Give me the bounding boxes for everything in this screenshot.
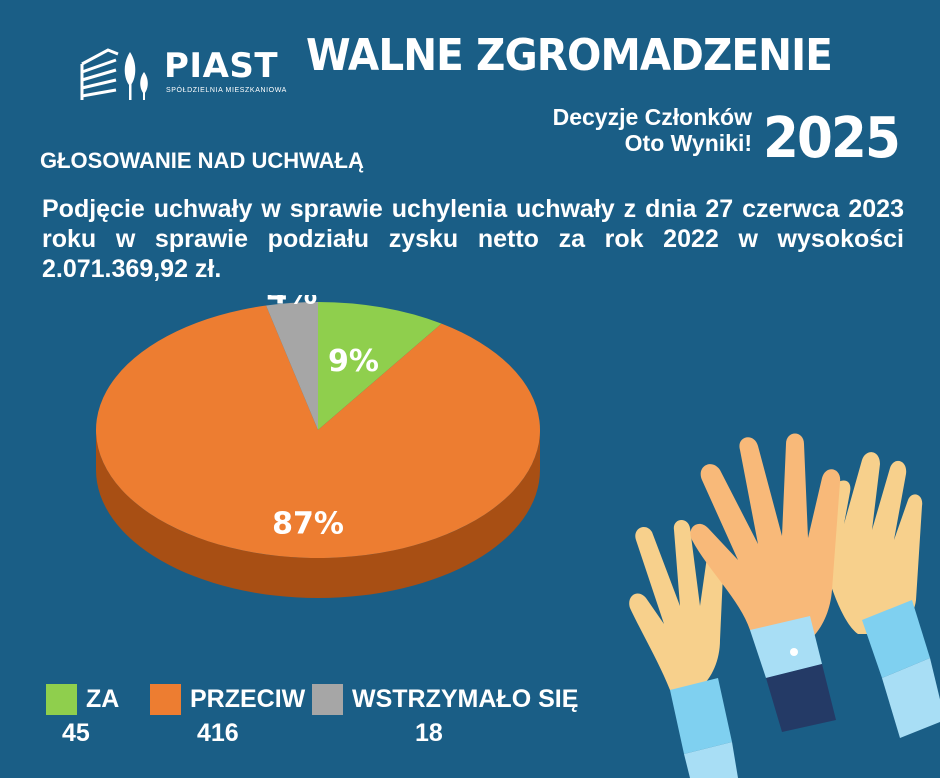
logo-subtitle: SPÓŁDZIELNIA MIESZKANIOWA (166, 87, 287, 94)
legend-za-label: ZA (86, 685, 120, 713)
tagline: Decyzje Członków Oto Wyniki! (553, 104, 752, 156)
legend-przeciw-swatch (150, 684, 181, 715)
legend-przeciw-count: 416 (197, 719, 239, 747)
resolution-text: Podjęcie uchwały w sprawie uchylenia uch… (42, 195, 904, 283)
logo-brand: PIAST (164, 46, 279, 86)
slice-za (318, 302, 442, 430)
slice-przeciw-percent-label: 87% (272, 507, 344, 542)
legend-za-swatch (46, 684, 77, 715)
section-label: GŁOSOWANIE NAD UCHWAŁĄ (40, 148, 364, 173)
buildings-and-trees-logo-icon (80, 48, 148, 100)
slice-za-percent-label: 9% (328, 344, 379, 379)
hand-center-icon (690, 433, 841, 732)
slice-przeciw (96, 305, 541, 558)
legend-przeciw-label: PRZECIW (190, 685, 306, 713)
legend-wstrzymalo-swatch (312, 684, 343, 715)
page-title: WALNE ZGROMADZENIE (306, 30, 833, 81)
legend-wstrzymalo-count: 18 (415, 719, 443, 747)
slice-wstrzymalo (266, 302, 318, 430)
slice-przeciw-side (96, 430, 540, 598)
hand-right-icon (817, 452, 940, 738)
legend-za-count: 45 (62, 719, 90, 747)
legend-wstrzymalo-label: WSTRZYMAŁO SIĘ (352, 685, 579, 713)
raised-hands-icon (629, 433, 940, 778)
slice-wstrzymalo-percent-label: 4% (266, 295, 317, 311)
pie-chart: 9% 87% 4% (96, 295, 541, 598)
tagline-line-1: Decyzje Członków (552, 104, 752, 130)
hand-left-icon (629, 519, 738, 778)
logo: PIAST SPÓŁDZIELNIA MIESZKANIOWA (78, 42, 286, 104)
year: 2025 (763, 106, 901, 171)
tagline-line-2: Oto Wyniki! (624, 130, 752, 156)
